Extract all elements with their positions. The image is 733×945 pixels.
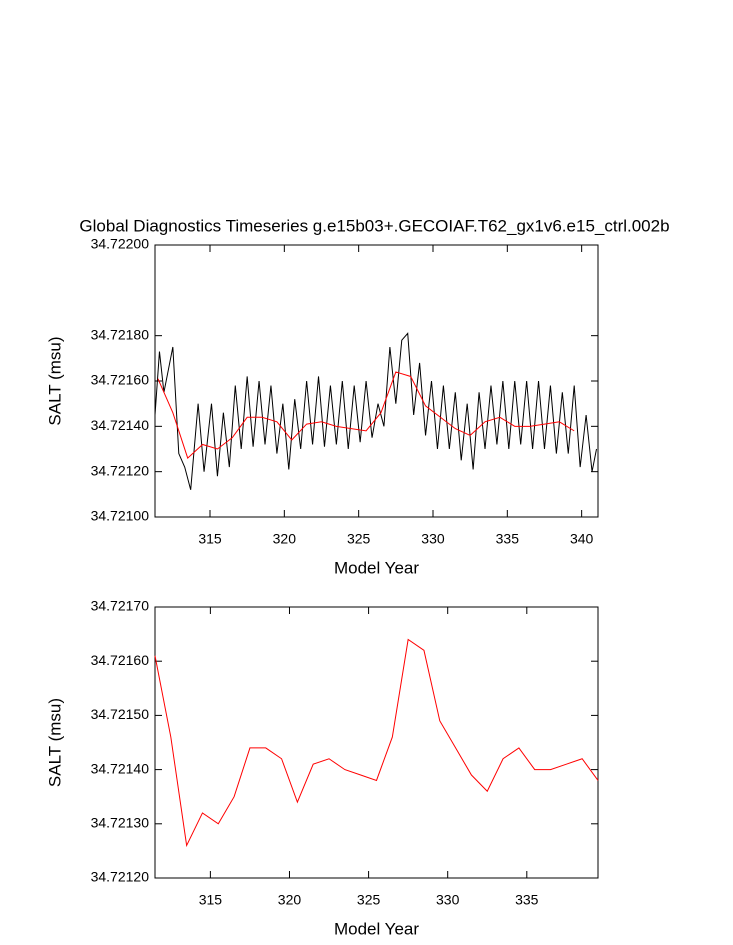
plot-frame xyxy=(154,244,599,518)
y-tick-label: 34.72140 xyxy=(91,760,150,776)
y-tick-label: 34.72120 xyxy=(91,869,150,885)
data-line xyxy=(154,332,598,490)
y-tick-label: 34.72200 xyxy=(91,236,150,252)
plot-frame xyxy=(154,606,599,879)
y-axis-label: SALT (msu) xyxy=(45,698,64,787)
y-tick-label: 34.72160 xyxy=(91,652,150,668)
y-tick-label: 34.72160 xyxy=(91,372,150,388)
data-line xyxy=(154,638,599,848)
x-tick-label: 330 xyxy=(421,531,445,547)
chart-title: Global Diagnostics Timeseries g.e15b03+.… xyxy=(79,216,669,235)
y-tick-label: 34.72140 xyxy=(91,417,150,433)
y-tick-label: 34.72100 xyxy=(91,508,150,524)
x-tick-label: 335 xyxy=(496,531,520,547)
x-tick-label: 335 xyxy=(515,892,539,908)
x-axis-label: Model Year xyxy=(334,558,419,577)
y-tick-label: 34.72150 xyxy=(91,706,150,722)
x-axis-label: Model Year xyxy=(334,919,419,938)
x-tick-label: 320 xyxy=(278,892,302,908)
x-tick-label: 330 xyxy=(436,892,460,908)
x-tick-label: 320 xyxy=(273,531,297,547)
x-tick-label: 325 xyxy=(357,892,381,908)
x-tick-label: 315 xyxy=(199,892,223,908)
y-tick-label: 34.72120 xyxy=(91,462,150,478)
x-tick-label: 315 xyxy=(198,531,222,547)
x-tick-label: 325 xyxy=(347,531,371,547)
y-tick-label: 34.72180 xyxy=(91,326,150,342)
x-tick-label: 340 xyxy=(570,531,594,547)
y-tick-label: 34.72170 xyxy=(91,598,150,614)
data-line xyxy=(157,371,575,459)
y-axis-label: SALT (msu) xyxy=(45,336,64,425)
y-tick-label: 34.72130 xyxy=(91,815,150,831)
